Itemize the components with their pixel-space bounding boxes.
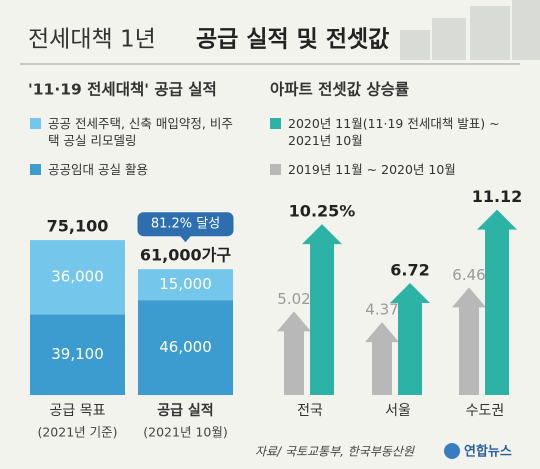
chart-title: 아파트 전셋값 상승률 [270, 80, 409, 99]
arrow [390, 283, 430, 395]
segment-label: 36,000 [51, 268, 104, 286]
annotation-pointer [179, 235, 192, 243]
value-label: 6.46 [452, 266, 485, 284]
value-label: 4.37 [365, 301, 398, 319]
category-label: 공급 목표 [50, 403, 106, 419]
building-illustration [400, 0, 540, 60]
category-note: (2021년 기준) [37, 425, 117, 440]
annotation: 81.2% 달성 [151, 217, 220, 232]
value-label: 6.72 [390, 261, 429, 280]
arrow [277, 311, 311, 395]
title-main: 공급 실적 및 전셋값 [196, 27, 389, 53]
title-prefix: 전세대책 1년 [28, 27, 156, 53]
legend-label: 공공임대 공실 활용 [48, 162, 148, 177]
value-label: 10.25% [289, 202, 356, 221]
logo: 연합뉴스 [464, 444, 512, 460]
bar-segment [30, 314, 125, 395]
total-label: 61,000가구 [140, 246, 231, 265]
segment-label: 46,000 [159, 338, 212, 356]
segment-label: 39,100 [51, 345, 104, 363]
category-label: 공급 실적 [157, 402, 213, 419]
logo-icon [444, 443, 460, 459]
category-label: 전국 [297, 403, 323, 419]
legend-label: 2019년 11월 ~ 2020년 10월 [288, 162, 456, 177]
legend-label: 공공 전세주택, 신축 매입약정, 비주택 공실 리모델링 [48, 116, 233, 148]
total-label: 75,100 [47, 217, 109, 236]
legend-swatch [270, 164, 281, 175]
arrow [452, 287, 486, 395]
legend-label: 2020년 11월(11·19 전세대책 발표) ~ 2021년 10월 [288, 116, 500, 148]
annotation-box [137, 212, 234, 237]
segment-label: 15,000 [159, 275, 212, 293]
bar-segment [138, 269, 233, 301]
bar-segment [30, 240, 125, 315]
source: 자료/ 국토교통부, 한국부동산원 [255, 445, 415, 459]
bar-segment [138, 300, 233, 395]
arrow [302, 224, 342, 395]
category-label: 서울 [385, 403, 411, 419]
arrow [477, 209, 517, 395]
value-label: 5.02 [277, 290, 310, 308]
category-note: (2021년 10월) [143, 425, 227, 440]
legend-swatch [30, 164, 41, 175]
arrow [365, 322, 399, 395]
category-label: 수도권 [466, 403, 505, 419]
legend-swatch [270, 118, 281, 129]
legend-swatch [30, 118, 41, 129]
value-label: 11.12 [472, 187, 523, 206]
chart-title: '11·19 전세대책' 공급 실적 [28, 81, 217, 99]
